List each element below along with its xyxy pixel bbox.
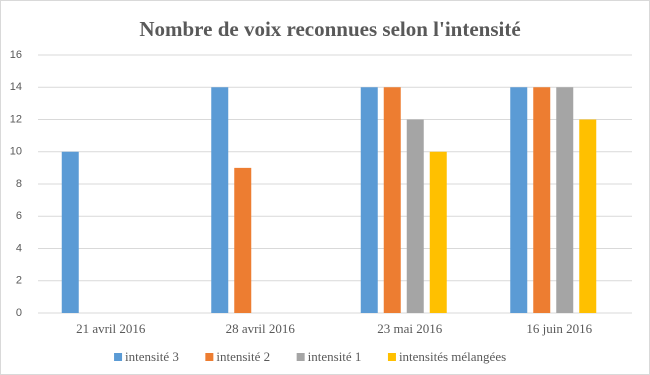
legend-swatch <box>296 353 305 361</box>
bar <box>234 167 252 313</box>
y-tick-label: 8 <box>16 178 22 190</box>
x-tick-label: 16 juin 2016 <box>526 321 592 336</box>
x-tick-label: 28 avril 2016 <box>226 321 296 336</box>
legend-swatch <box>114 353 123 361</box>
legend-label: intensités mélangées <box>399 349 506 364</box>
y-tick-label: 2 <box>16 275 22 287</box>
legend-label: intensité 2 <box>216 349 270 364</box>
bar <box>556 87 574 313</box>
bar <box>579 119 597 313</box>
y-tick-label: 10 <box>10 146 22 158</box>
legend-label: intensité 3 <box>125 349 179 364</box>
y-tick-label: 0 <box>16 307 22 319</box>
y-tick-label: 16 <box>10 49 22 61</box>
legend-swatch <box>205 353 214 361</box>
bar <box>429 151 447 313</box>
chart-title: Nombre de voix reconnues selon l'intensi… <box>139 17 520 41</box>
y-tick-label: 14 <box>10 81 22 93</box>
bar <box>406 119 424 313</box>
y-tick-label: 6 <box>16 210 22 222</box>
legend-swatch <box>387 353 396 361</box>
legend-label: intensité 1 <box>308 349 362 364</box>
x-tick-label: 21 avril 2016 <box>76 321 146 336</box>
bar <box>61 151 79 313</box>
bar <box>510 87 528 313</box>
bar <box>383 87 401 313</box>
y-tick-label: 12 <box>10 113 22 125</box>
y-tick-label: 4 <box>16 242 22 254</box>
bar <box>533 87 551 313</box>
bar <box>211 87 229 313</box>
x-tick-label: 23 mai 2016 <box>377 321 442 336</box>
bar <box>360 87 378 313</box>
